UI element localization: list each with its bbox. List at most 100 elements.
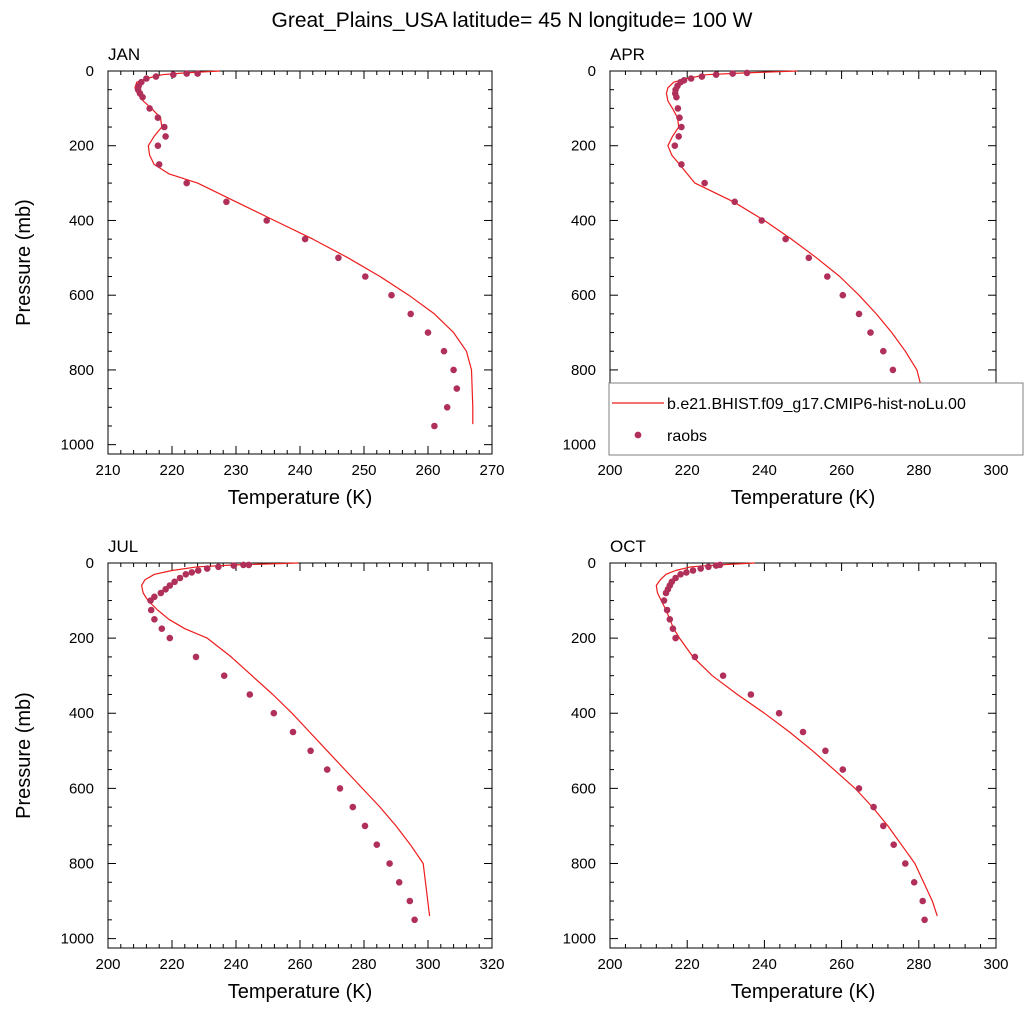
raobs-point xyxy=(678,123,685,131)
raobs-point xyxy=(880,822,887,830)
raobs-point xyxy=(880,347,887,355)
y-tick-label: 400 xyxy=(69,212,94,229)
x-tick-label: 210 xyxy=(95,462,120,479)
x-tick-label: 260 xyxy=(287,956,312,973)
raobs-point xyxy=(194,70,201,77)
raobs-point xyxy=(673,93,680,101)
panel-title: JUL xyxy=(108,537,138,556)
raobs-point xyxy=(143,75,150,82)
raobs-point xyxy=(671,142,679,149)
y-tick-label: 400 xyxy=(571,212,596,229)
legend-obs-marker xyxy=(634,431,642,439)
x-tick-label: 260 xyxy=(829,956,854,973)
raobs-point xyxy=(687,75,695,82)
raobs-point xyxy=(246,691,254,698)
raobs-point xyxy=(289,728,297,736)
x-tick-label: 230 xyxy=(223,462,248,479)
y-tick-label: 800 xyxy=(69,855,94,872)
raobs-point xyxy=(301,235,309,243)
y-tick-label: 200 xyxy=(69,630,94,647)
panel-title: JAN xyxy=(108,45,140,64)
raobs-point xyxy=(223,198,230,206)
y-axis-label: Pressure (mb) xyxy=(13,692,35,819)
panel-oct: OCT 200 220 240 260 280 300 0 200 400 600 800 1000 Te… xyxy=(563,537,1009,1003)
raobs-point xyxy=(867,329,874,336)
raobs-point xyxy=(662,589,670,597)
raobs-point xyxy=(440,347,448,355)
raobs-point xyxy=(443,404,451,411)
x-tick-label: 300 xyxy=(983,462,1008,479)
y-tick-label: 1000 xyxy=(563,931,596,948)
raobs-point xyxy=(698,73,706,80)
x-tick-label: 200 xyxy=(597,462,622,479)
x-tick-label: 260 xyxy=(829,462,854,479)
raobs-point xyxy=(245,561,253,569)
raobs-point xyxy=(910,879,918,886)
raobs-point xyxy=(677,571,684,578)
raobs-point xyxy=(336,785,344,792)
raobs-point xyxy=(424,329,432,336)
raobs-point xyxy=(170,71,177,78)
raobs-point xyxy=(839,291,847,299)
y-tick-label: 200 xyxy=(571,138,596,155)
raobs-point xyxy=(683,569,690,576)
raobs-point xyxy=(663,606,671,614)
x-tick-label: 220 xyxy=(159,462,184,479)
raobs-point xyxy=(729,70,736,77)
legend-box xyxy=(608,382,1024,456)
raobs-point xyxy=(263,217,271,224)
raobs-point xyxy=(902,860,909,867)
raobs-point xyxy=(146,105,153,112)
plot-frame xyxy=(107,562,493,949)
raobs-point xyxy=(362,273,369,280)
raobs-point xyxy=(712,71,720,78)
x-tick-label: 300 xyxy=(983,956,1008,973)
raobs-point xyxy=(162,133,169,140)
x-tick-label: 240 xyxy=(287,462,312,479)
raobs-point xyxy=(161,123,168,131)
panels-group: JAN 210 220 230 240 250 260 270 0 200 400 600 800 100… xyxy=(13,45,1009,1003)
raobs-point xyxy=(171,578,178,586)
raobs-point xyxy=(323,766,331,773)
raobs-point xyxy=(307,747,314,755)
raobs-point xyxy=(270,709,278,717)
raobs-point xyxy=(194,567,202,574)
raobs-point xyxy=(147,606,155,614)
raobs-point xyxy=(822,747,829,755)
model-profile-line xyxy=(665,70,931,425)
y-tick-label: 800 xyxy=(571,855,596,872)
raobs-point xyxy=(691,653,699,661)
raobs-point xyxy=(799,728,807,736)
raobs-point xyxy=(743,69,751,77)
raobs-point xyxy=(182,571,190,578)
legend: b.e21.BHIST.f09_g17.CMIP6-hist-noLu.00 r… xyxy=(608,382,1024,456)
y-tick-label: 0 xyxy=(86,555,94,572)
x-tick-label: 300 xyxy=(415,956,440,973)
raobs-point xyxy=(678,161,685,168)
raobs-point xyxy=(870,803,877,811)
raobs-point xyxy=(672,634,679,642)
y-tick-label: 1000 xyxy=(61,931,94,948)
raobs-point xyxy=(158,625,166,632)
x-tick-label: 250 xyxy=(351,462,376,479)
raobs-point xyxy=(855,310,863,318)
raobs-point xyxy=(701,179,708,187)
raobs-point xyxy=(183,179,190,187)
y-tick-label: 600 xyxy=(571,780,596,797)
x-tick-label: 280 xyxy=(906,462,931,479)
y-tick-label: 800 xyxy=(69,362,94,379)
x-tick-label: 240 xyxy=(752,956,777,973)
y-tick-label: 0 xyxy=(86,63,94,80)
raobs-point xyxy=(890,841,897,848)
raobs-point xyxy=(155,161,163,168)
raobs-point xyxy=(407,310,415,318)
y-tick-label: 600 xyxy=(571,287,596,304)
y-tick-label: 800 xyxy=(571,362,596,379)
raobs-point xyxy=(335,254,342,262)
model-profile-line xyxy=(141,562,431,917)
raobs-point xyxy=(386,860,393,867)
raobs-point xyxy=(674,105,682,112)
raobs-point xyxy=(889,366,897,374)
x-tick-label: 280 xyxy=(906,956,931,973)
